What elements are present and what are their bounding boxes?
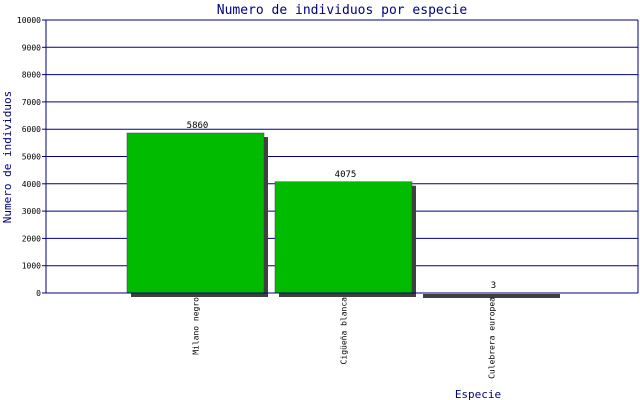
bar-value-label: 4075 [335,170,357,180]
y-tick-label: 2000 [22,234,41,243]
bar [274,181,413,294]
chart-title: Numero de individuos por especie [217,3,468,18]
y-tick-label: 1000 [22,262,41,271]
y-tick-label: 4000 [22,180,41,189]
y-tick-label: 9000 [22,43,41,52]
y-tick-label: 8000 [22,71,41,80]
x-tick-labels: Milano negro Cigüeña blanca Culebrera euro… [192,297,497,379]
bar [126,132,265,294]
x-category-label: Milano negro [192,297,201,355]
axes [45,20,639,294]
x-category-label: Culebrera europea [488,297,497,379]
x-axis-label: Especie [455,388,501,400]
y-tick-label: 10000 [17,16,41,25]
y-tick-label: 0 [36,289,41,298]
data-labels: 5860 4075 3 [187,121,497,291]
x-category-label: Cigüeña blanca [340,297,349,365]
bar-shadow [423,294,560,298]
bar-value-label: 3 [491,281,496,291]
y-tick-label: 3000 [22,207,41,216]
bar-value-label: 5860 [187,121,209,131]
bars [126,132,560,294]
y-tick-label: 6000 [22,125,41,134]
y-tick-label: 7000 [22,98,41,107]
y-tick-label: 5000 [22,153,41,162]
y-axis-label: Numero de individuos [1,91,14,223]
y-tick-labels: 0 1000 2000 3000 4000 5000 6000 7000 8000 9000 100… [17,16,41,298]
